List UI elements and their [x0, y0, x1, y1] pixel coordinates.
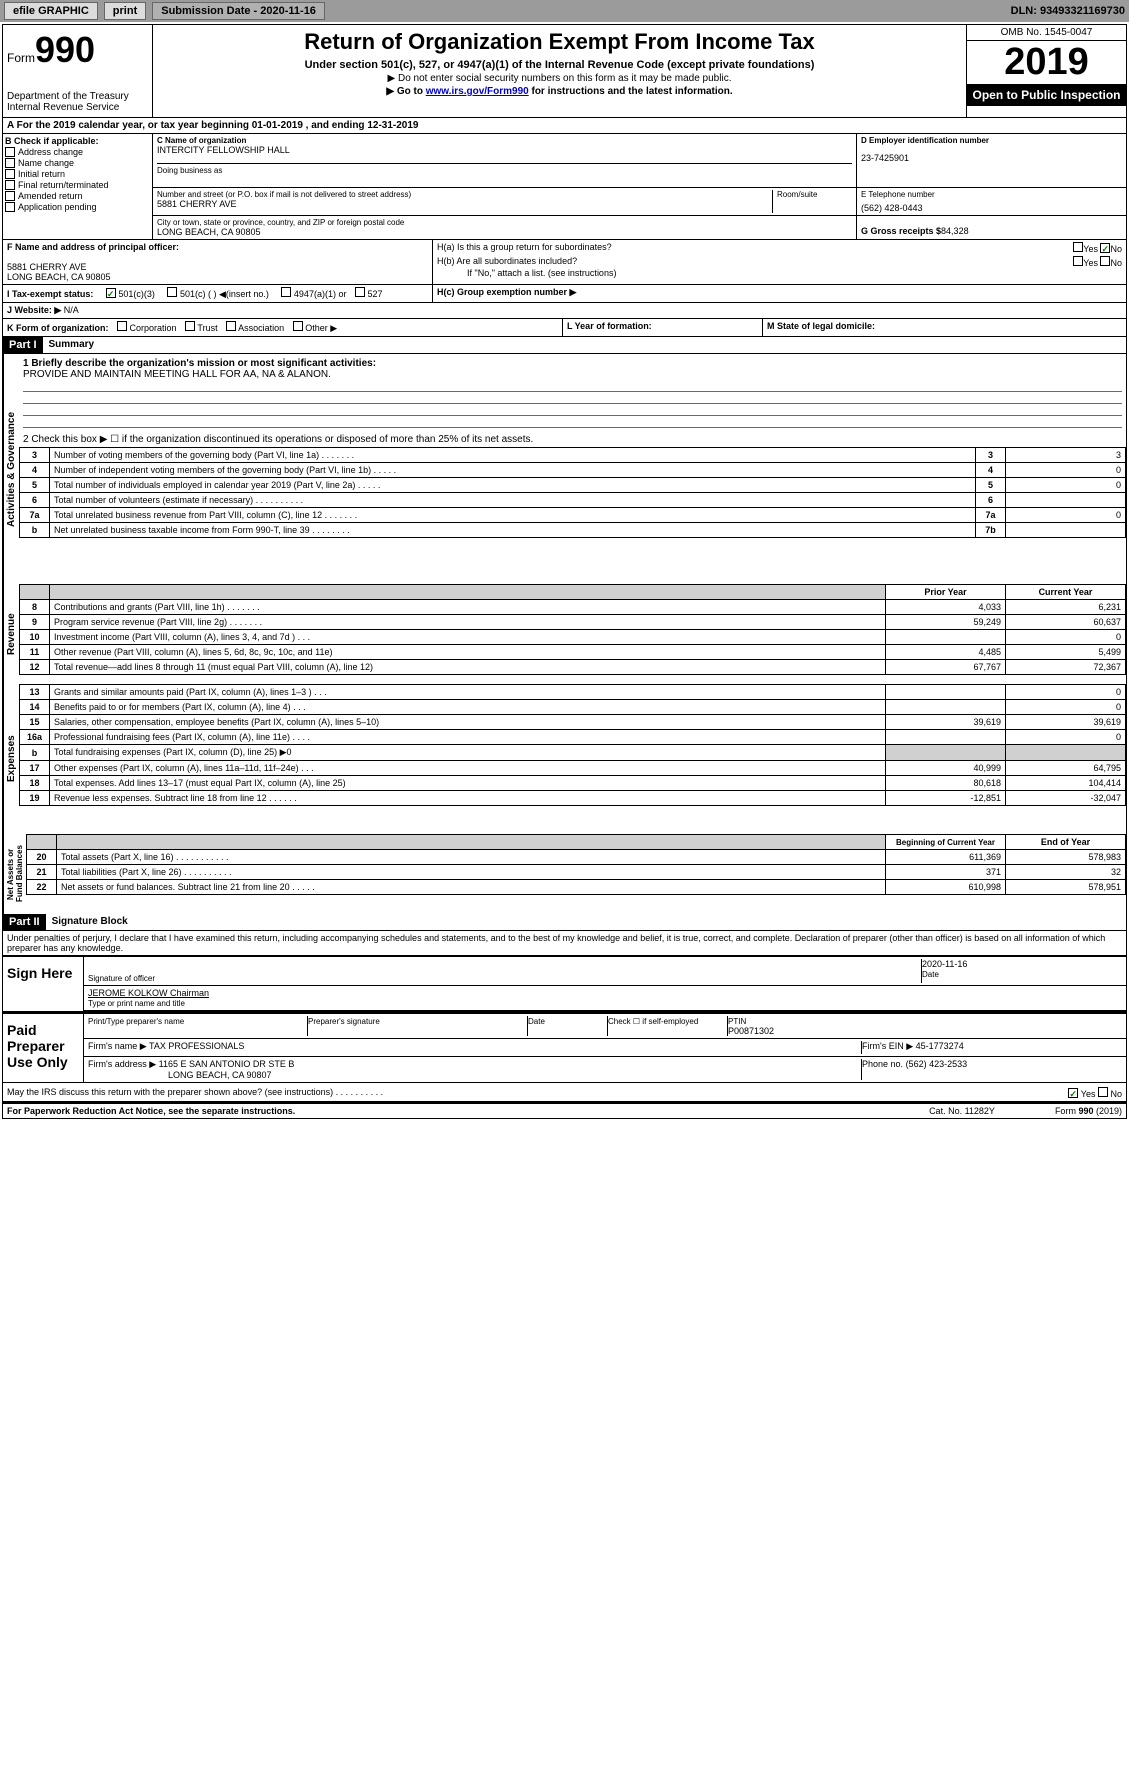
top-bar: efile GRAPHIC print Submission Date - 20… [0, 0, 1129, 22]
cb-other[interactable] [293, 321, 303, 331]
officer-addr2: LONG BEACH, CA 90805 [7, 272, 428, 282]
cb-initial[interactable] [5, 169, 15, 179]
cb-hb-yes[interactable] [1073, 256, 1083, 266]
cb-trust[interactable] [185, 321, 195, 331]
sign-here-label: Sign Here [3, 957, 83, 1011]
org-name: INTERCITY FELLOWSHIP HALL [157, 145, 852, 155]
omb-number: OMB No. 1545-0047 [967, 25, 1126, 41]
label-net-assets: Net Assets orFund Balances [3, 834, 26, 914]
label-governance: Activities & Governance [3, 354, 19, 584]
website: N/A [64, 305, 79, 315]
instr-2: ▶ Go to www.irs.gov/Form990 for instruct… [157, 86, 962, 97]
cb-4947[interactable] [281, 287, 291, 297]
col-b-checkboxes: B Check if applicable: Address change Na… [3, 134, 153, 239]
cb-address[interactable] [5, 147, 15, 157]
dept-treasury: Department of the Treasury Internal Reve… [7, 91, 148, 113]
firm-name: TAX PROFESSIONALS [149, 1041, 244, 1051]
cb-discuss-yes[interactable]: ✓ [1068, 1088, 1078, 1098]
cb-501c3[interactable]: ✓ [106, 288, 116, 298]
efile-btn[interactable]: efile GRAPHIC [4, 2, 98, 20]
cb-501c[interactable] [167, 287, 177, 297]
cb-ha-yes[interactable] [1073, 242, 1083, 252]
officer-name: JEROME KOLKOW Chairman [88, 988, 1122, 998]
firm-addr: 1165 E SAN ANTONIO DR STE B [159, 1059, 295, 1069]
perjury-text: Under penalties of perjury, I declare th… [3, 931, 1126, 955]
form-ref: Form 990 (2019) [1055, 1106, 1122, 1116]
cb-amended[interactable] [5, 191, 15, 201]
cb-assoc[interactable] [226, 321, 236, 331]
instr-1: ▶ Do not enter social security numbers o… [157, 73, 962, 84]
main-title: Return of Organization Exempt From Incom… [157, 29, 962, 55]
cb-527[interactable] [355, 287, 365, 297]
street-address: 5881 CHERRY AVE [157, 199, 772, 209]
cat-no: Cat. No. 11282Y [929, 1106, 995, 1116]
ein: 23-7425901 [861, 153, 1122, 163]
paperwork-notice: For Paperwork Reduction Act Notice, see … [7, 1106, 295, 1116]
sig-date: 2020-11-16 [922, 959, 1122, 969]
cb-hb-no[interactable] [1100, 256, 1110, 266]
prep-phone: (562) 423-2533 [906, 1059, 968, 1069]
part-2-title: Signature Block [46, 914, 134, 930]
part-1-header: Part I [3, 337, 43, 353]
form-number: 990 [35, 29, 95, 70]
open-public: Open to Public Inspection [967, 84, 1126, 106]
part-1-title: Summary [43, 337, 101, 353]
label-expenses: Expenses [3, 684, 19, 834]
cb-ha-no[interactable]: ✓ [1100, 243, 1110, 253]
part-2-header: Part II [3, 914, 46, 930]
form-header: Form990 Department of the Treasury Inter… [3, 25, 1126, 118]
firm-ein: 45-1773274 [916, 1041, 964, 1051]
phone: (562) 428-0443 [861, 203, 1122, 213]
cb-final[interactable] [5, 180, 15, 190]
paid-prep-label: Paid Preparer Use Only [3, 1014, 83, 1082]
gross-receipts: 84,328 [941, 226, 969, 236]
cb-name[interactable] [5, 158, 15, 168]
irs-link[interactable]: www.irs.gov/Form990 [426, 86, 529, 97]
tax-year: 2019 [967, 41, 1126, 84]
label-revenue: Revenue [3, 584, 19, 684]
sub-date: Submission Date - 2020-11-16 [152, 2, 325, 20]
dln: DLN: 93493321169730 [1011, 5, 1125, 17]
city-state-zip: LONG BEACH, CA 90805 [157, 227, 852, 237]
print-btn[interactable]: print [104, 2, 146, 20]
form-label: Form [7, 51, 35, 65]
cb-corp[interactable] [117, 321, 127, 331]
cb-pending[interactable] [5, 202, 15, 212]
row-a: A For the 2019 calendar year, or tax yea… [3, 118, 1126, 134]
ptin: P00871302 [728, 1026, 774, 1036]
cb-discuss-no[interactable] [1098, 1087, 1108, 1097]
subtitle: Under section 501(c), 527, or 4947(a)(1)… [157, 59, 962, 71]
officer-addr1: 5881 CHERRY AVE [7, 262, 428, 272]
mission-text: PROVIDE AND MAINTAIN MEETING HALL FOR AA… [23, 369, 1122, 380]
